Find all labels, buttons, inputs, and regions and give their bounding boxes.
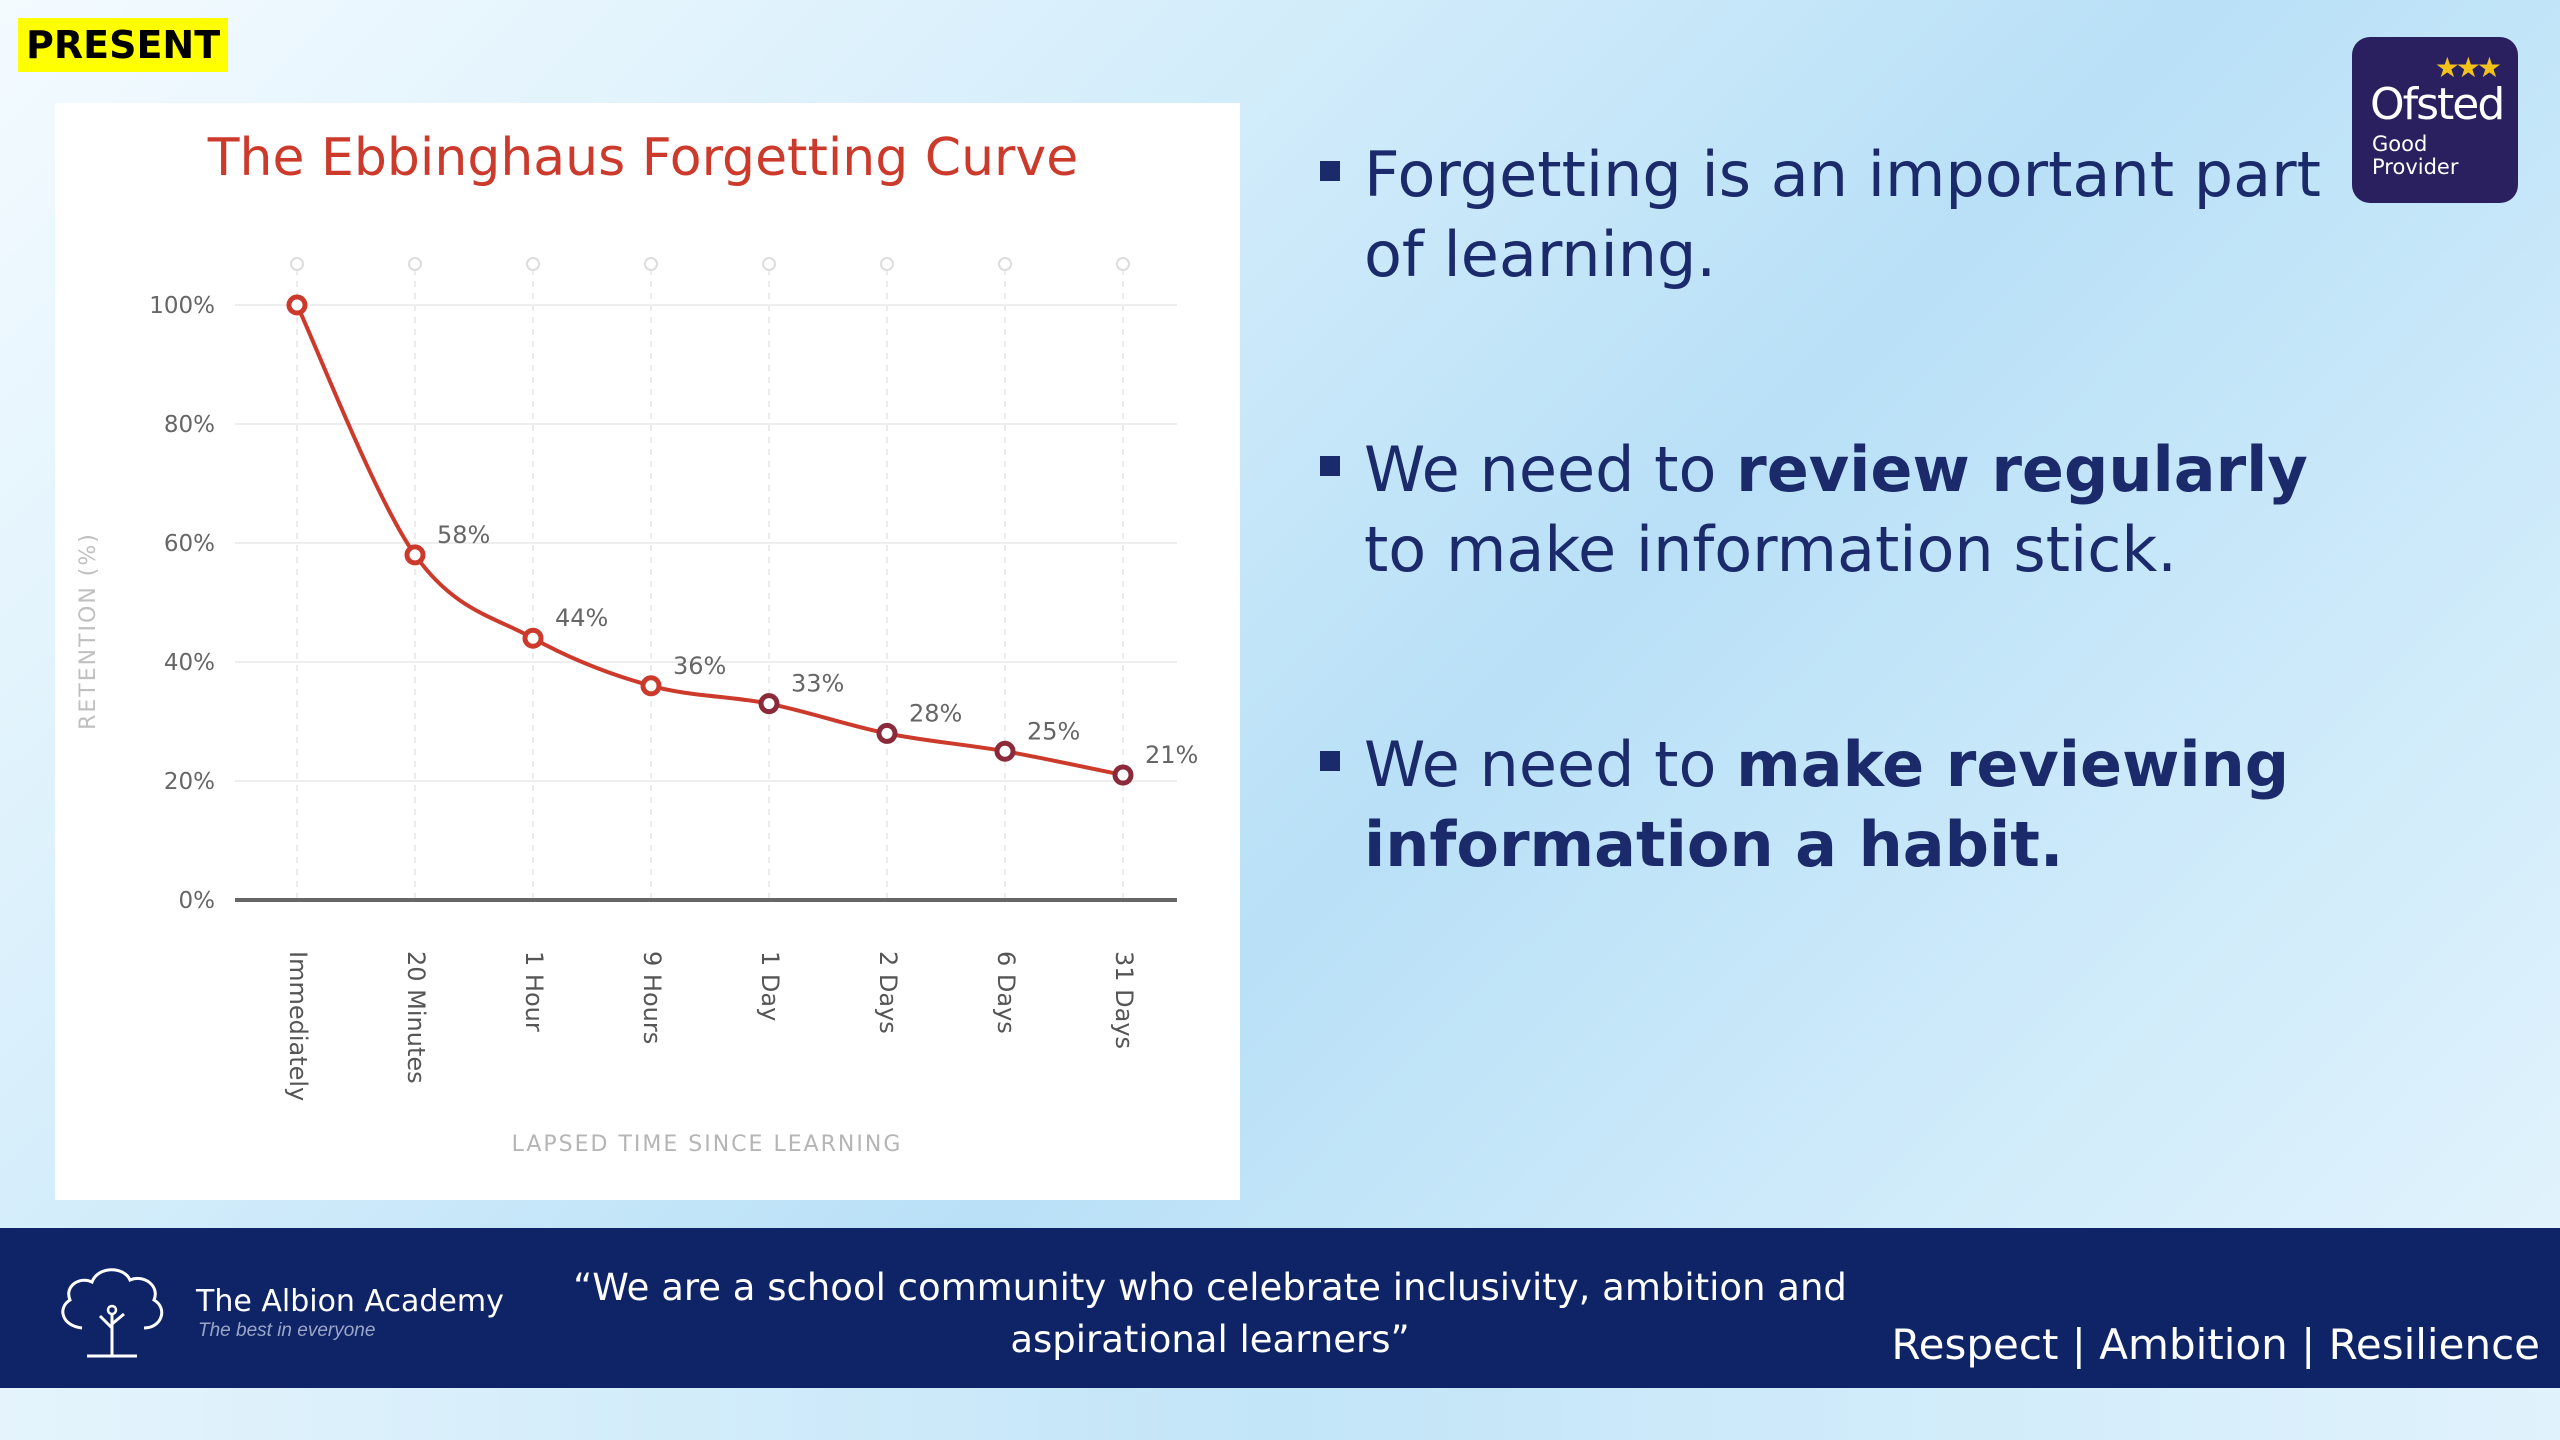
top-marker bbox=[1116, 257, 1130, 271]
chart-svg: The Ebbinghaus Forgetting Curve 0% 20% 40% 6… bbox=[76, 128, 1198, 1157]
bottom-strip bbox=[0, 1388, 2560, 1440]
bullet-marker bbox=[1320, 161, 1340, 181]
present-tag: PRESENT bbox=[18, 18, 229, 72]
top-marker bbox=[290, 257, 304, 271]
bullet-3: We need to make reviewing information a … bbox=[1320, 725, 2340, 885]
retention-curve bbox=[295, 304, 1124, 778]
data-point bbox=[994, 740, 1016, 762]
x-tick-label: 6 Days bbox=[992, 951, 1020, 1034]
top-marker bbox=[644, 257, 658, 271]
ofsted-badge: ★★★ Ofsted Good Provider bbox=[2352, 37, 2518, 203]
bullet-3-text: We need to make reviewing information a … bbox=[1364, 728, 2290, 881]
x-axis-label: LAPSED TIME SINCE LEARNING bbox=[512, 1132, 903, 1157]
x-tick-label: 1 Day bbox=[756, 951, 784, 1021]
bullet-list: Forgetting is an important part of learn… bbox=[1320, 135, 2340, 1020]
forgetting-curve-chart: The Ebbinghaus Forgetting Curve 0% 20% 40% 6… bbox=[55, 103, 1240, 1200]
academy-tagline: The best in everyone bbox=[198, 1320, 376, 1341]
data-label: 33% bbox=[791, 670, 844, 698]
data-point bbox=[286, 294, 308, 316]
academy-name: The Albion Academy bbox=[196, 1284, 504, 1319]
ofsted-brand: Ofsted bbox=[2370, 79, 2505, 130]
data-point bbox=[876, 722, 898, 744]
x-tick-label: 1 Hour bbox=[520, 951, 548, 1032]
y-tick-label: 100% bbox=[149, 293, 215, 319]
y-tick-label: 80% bbox=[164, 412, 215, 438]
y-tick-label: 0% bbox=[179, 888, 216, 914]
x-tick-label: Immediately bbox=[284, 951, 312, 1101]
data-point bbox=[640, 675, 662, 697]
x-tick-label: 9 Hours bbox=[638, 951, 666, 1044]
school-motto: “We are a school community who celebrate… bbox=[573, 1266, 1847, 1361]
y-tick-label: 60% bbox=[164, 531, 215, 557]
bullet-marker bbox=[1320, 751, 1340, 771]
bullet-1: Forgetting is an important part of learn… bbox=[1320, 135, 2340, 295]
y-axis-label: RETENTION (%) bbox=[76, 532, 101, 730]
tree-logo-icon bbox=[61, 1268, 164, 1358]
data-point bbox=[758, 693, 780, 715]
top-marker bbox=[762, 257, 776, 271]
top-marker bbox=[998, 257, 1012, 271]
footer-bar: The Albion Academy The best in everyone … bbox=[0, 1228, 2560, 1388]
bullet-2: We need to review regularly to make info… bbox=[1320, 430, 2340, 590]
bullet-1-text: Forgetting is an important part of learn… bbox=[1364, 138, 2321, 291]
data-label: 36% bbox=[673, 652, 726, 680]
data-label: 21% bbox=[1145, 741, 1198, 769]
data-point bbox=[522, 627, 544, 649]
bullet-marker bbox=[1320, 456, 1340, 476]
x-tick-label: 31 Days bbox=[1110, 951, 1138, 1049]
data-point bbox=[404, 544, 426, 566]
y-tick-label: 40% bbox=[164, 650, 215, 676]
chart-title: The Ebbinghaus Forgetting Curve bbox=[207, 128, 1078, 188]
ofsted-stars-icon: ★★★ bbox=[2434, 51, 2502, 84]
ofsted-rating: Good Provider bbox=[2372, 132, 2459, 179]
data-label: 25% bbox=[1027, 717, 1080, 745]
top-marker bbox=[526, 257, 540, 271]
x-tick-label: 2 Days bbox=[874, 951, 902, 1034]
x-tick-label: 20 Minutes bbox=[402, 951, 430, 1084]
top-marker bbox=[880, 257, 894, 271]
data-point bbox=[1112, 764, 1134, 786]
top-marker bbox=[408, 257, 422, 271]
data-label: 44% bbox=[555, 604, 608, 632]
data-label: 28% bbox=[909, 699, 962, 727]
y-tick-label: 20% bbox=[164, 769, 215, 795]
school-values: Respect | Ambition | Resilience bbox=[1891, 1320, 2540, 1369]
bullet-2-text: We need to review regularly to make info… bbox=[1364, 433, 2308, 586]
data-label: 58% bbox=[437, 521, 490, 549]
